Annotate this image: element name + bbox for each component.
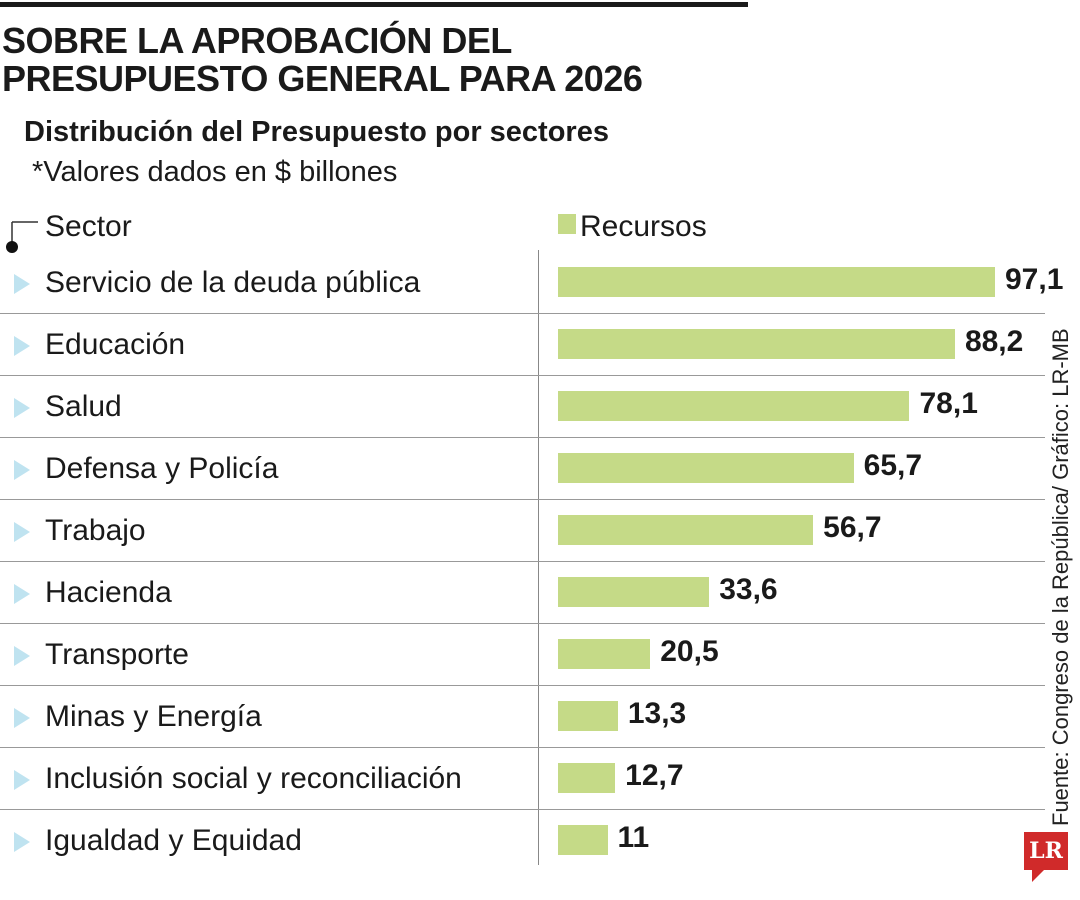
- triangle-marker-icon: [14, 274, 30, 294]
- chart-subtitle: Distribución del Presupuesto por sectore…: [24, 116, 609, 148]
- bar-row: Educación 88,2: [0, 314, 1045, 376]
- triangle-marker-icon: [14, 398, 30, 418]
- triangle-marker-icon: [14, 460, 30, 480]
- bar: [558, 825, 608, 855]
- row-divider: [0, 499, 1045, 500]
- top-rule: [0, 2, 748, 7]
- category-label: Igualdad y Equidad: [45, 824, 302, 857]
- bar: [558, 453, 854, 483]
- bar-row: Transporte 20,5: [0, 624, 1045, 686]
- sector-header: Sector: [45, 210, 132, 243]
- bar: [558, 329, 955, 359]
- value-label: 11: [617, 821, 650, 854]
- category-label: Salud: [45, 390, 122, 423]
- legend-swatch: [558, 214, 576, 234]
- row-divider: [0, 809, 1045, 810]
- triangle-marker-icon: [14, 584, 30, 604]
- bar: [558, 763, 616, 793]
- triangle-marker-icon: [14, 708, 30, 728]
- chart-title: SOBRE LA APROBACIÓN DEL PRESUPUESTO GENE…: [2, 20, 643, 99]
- value-label: 88,2: [964, 325, 1024, 358]
- row-divider: [0, 313, 1045, 314]
- bar-row: Hacienda 33,6: [0, 562, 1045, 624]
- value-label: 56,7: [823, 511, 882, 544]
- value-label: 78,1: [919, 387, 978, 420]
- triangle-marker-icon: [14, 770, 30, 790]
- row-divider: [0, 375, 1045, 376]
- row-divider: [0, 747, 1045, 748]
- category-label: Servicio de la deuda pública: [45, 266, 421, 299]
- pin-icon: [6, 221, 38, 253]
- triangle-marker-icon: [14, 522, 30, 542]
- value-label: 97,1: [1005, 263, 1064, 296]
- bar-row: Servicio de la deuda pública 97,1: [0, 252, 1063, 314]
- units-note: *Valores dados en $ billones: [32, 156, 398, 188]
- bar: [558, 577, 710, 607]
- category-label: Transporte: [45, 638, 189, 671]
- value-label: 33,6: [719, 573, 778, 606]
- category-label: Minas y Energía: [45, 700, 262, 733]
- source-credit: Fuente: Congreso de la República/ Gráfic…: [1048, 328, 1073, 826]
- row-divider: [0, 561, 1045, 562]
- bar-row: Salud 78,1: [0, 376, 1045, 438]
- category-label: Defensa y Policía: [45, 452, 279, 485]
- bar-row: Minas y Energía 13,3: [0, 686, 1045, 748]
- axis-line: [538, 250, 539, 865]
- category-label: Inclusión social y reconciliación: [45, 762, 462, 795]
- value-label: 65,7: [863, 449, 923, 482]
- row-divider: [0, 685, 1045, 686]
- bar-row: Igualdad y Equidad 11: [0, 810, 1045, 872]
- value-label: 13,3: [627, 697, 687, 730]
- value-label: 20,5: [660, 635, 719, 668]
- bar-row: Defensa y Policía 65,7: [0, 438, 1045, 500]
- triangle-marker-icon: [14, 336, 30, 356]
- triangle-marker-icon: [14, 646, 30, 666]
- value-label: 12,7: [625, 759, 684, 792]
- bar: [558, 639, 651, 669]
- lr-logo: LR: [1024, 832, 1068, 882]
- category-label: Educación: [45, 328, 186, 361]
- row-divider: [0, 623, 1045, 624]
- legend-label: Recursos: [580, 210, 707, 243]
- bar-row: Inclusión social y reconciliación 12,7: [0, 748, 1045, 810]
- bar: [558, 515, 814, 545]
- bar: [558, 267, 995, 297]
- bar-row: Trabajo 56,7: [0, 500, 1045, 562]
- row-divider: [0, 437, 1045, 438]
- bar: [558, 701, 618, 731]
- category-label: Hacienda: [45, 576, 172, 609]
- triangle-marker-icon: [14, 832, 30, 852]
- bar: [558, 391, 910, 421]
- category-label: Trabajo: [45, 514, 146, 547]
